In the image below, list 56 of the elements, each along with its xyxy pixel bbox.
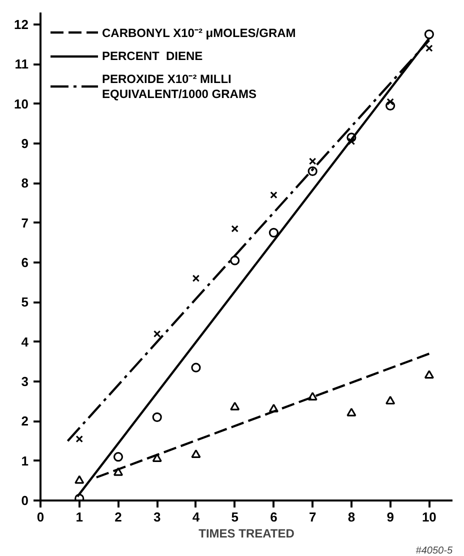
x-tick-label: 3	[153, 510, 161, 524]
point	[268, 228, 279, 238]
x-tick-label: 5	[231, 510, 238, 524]
point	[348, 138, 356, 146]
x-tick-label: 2	[114, 510, 122, 524]
point	[113, 452, 124, 462]
y-tick-label: 12	[14, 16, 29, 32]
y-tick-label: 5	[21, 294, 29, 310]
point	[386, 396, 396, 404]
y-tick-label: 0	[21, 493, 29, 508]
point	[192, 274, 200, 282]
point	[426, 44, 433, 52]
x-tick-label: 6	[270, 510, 278, 524]
y-tick-label: 10	[14, 96, 29, 112]
point	[346, 132, 356, 142]
y-tick-label: 9	[21, 136, 29, 151]
y-tick-label: 7	[21, 215, 29, 230]
point	[152, 453, 162, 462]
y-tick-label: 3	[21, 374, 29, 389]
point	[153, 330, 161, 338]
point	[270, 191, 278, 199]
point	[113, 467, 124, 476]
point	[308, 392, 318, 400]
text: #4050-5	[416, 546, 453, 556]
x-tick-label: 10	[422, 510, 436, 524]
point	[152, 412, 162, 422]
y-tick-label: 4	[21, 334, 30, 350]
point	[424, 30, 434, 40]
point	[231, 225, 238, 232]
x-tick-label: 4	[192, 510, 200, 524]
point	[346, 408, 356, 416]
x-tick-label: 7	[308, 510, 316, 524]
y-tick-label: 6	[21, 254, 29, 270]
y-tick-label: 8	[21, 176, 29, 191]
x-tick-label: 1	[76, 510, 83, 524]
point	[386, 100, 396, 111]
point	[191, 449, 201, 458]
legend-label: CARBONYL X10⁻² μMOLES/GRAM	[102, 24, 296, 40]
point	[230, 256, 240, 266]
y-tick-label: 11	[14, 56, 29, 72]
point	[424, 370, 434, 379]
point	[308, 166, 318, 176]
point	[268, 404, 279, 412]
x-tick-label: 8	[348, 510, 356, 524]
point	[230, 402, 240, 410]
point	[76, 435, 83, 443]
y-tick-label: 2	[21, 414, 29, 429]
legend-label: PERCENT DIENE	[102, 49, 203, 63]
x-axis-title: TIMES TREATED	[198, 526, 295, 540]
point	[74, 475, 84, 484]
x-tick-label: 0	[36, 510, 44, 524]
legend-label: PEROXIDE X10⁻² MILLI EQUIVALENT/1000 GRAMS	[102, 71, 256, 101]
y-tick-label: 1	[21, 453, 29, 468]
x-tick-label: 9	[386, 510, 394, 524]
point	[191, 362, 201, 372]
point	[308, 158, 316, 165]
